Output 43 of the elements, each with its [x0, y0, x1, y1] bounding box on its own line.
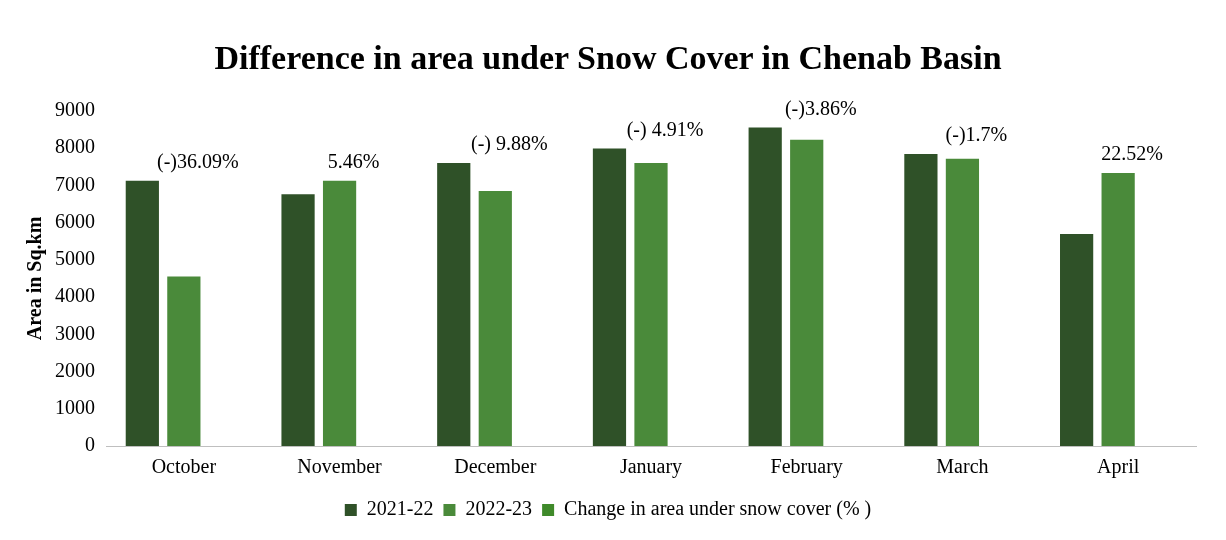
- y-tick-label: 5000: [55, 247, 95, 270]
- y-tick-label: 3000: [55, 321, 95, 344]
- y-tick-label: 7000: [55, 172, 95, 195]
- bar: [790, 139, 824, 446]
- x-tick-label: October: [151, 455, 217, 478]
- bar: [945, 158, 980, 446]
- y-tick-label: 6000: [55, 209, 95, 232]
- y-tick-label: 8000: [55, 135, 95, 158]
- bar: [478, 190, 512, 446]
- bar: [904, 154, 938, 446]
- bar: [748, 127, 782, 446]
- annotation: (-)1.7%: [945, 123, 1008, 147]
- y-tick-label: 9000: [55, 98, 95, 121]
- legend-label: Change in area under snow cover (% ): [564, 497, 872, 521]
- bar: [167, 276, 201, 446]
- y-tick-label: 4000: [55, 284, 95, 307]
- x-tick-label: April: [1097, 455, 1140, 479]
- annotation: (-)36.09%: [157, 150, 239, 174]
- legend-label: 2021-22: [366, 497, 434, 520]
- annotation: 5.46%: [327, 150, 380, 173]
- x-tick-label: November: [297, 455, 383, 478]
- x-tick-label: December: [454, 455, 537, 478]
- bar: [281, 194, 315, 446]
- bar: [1101, 173, 1135, 446]
- annotation: (-)3.86%: [784, 96, 857, 120]
- annotation: (-) 9.88%: [470, 132, 548, 156]
- x-tick-label: January: [619, 455, 683, 479]
- bar: [592, 148, 627, 446]
- chart-title: Difference in area under Snow Cover in Chenab Basin: [214, 39, 1002, 77]
- y-axis-title: Area in Sq.km: [23, 216, 47, 341]
- y-tick-label: 0: [85, 433, 95, 456]
- legend-label: 2022-23: [465, 497, 533, 520]
- bar: [634, 162, 668, 446]
- bar: [125, 180, 159, 446]
- bar: [322, 180, 357, 446]
- annotation: (-) 4.91%: [626, 117, 704, 141]
- y-tick-label: 2000: [55, 358, 95, 381]
- bar: [437, 162, 471, 446]
- x-tick-label: February: [770, 455, 843, 479]
- x-tick-label: March: [936, 455, 989, 478]
- y-tick-label: 1000: [55, 396, 95, 419]
- annotation: 22.52%: [1101, 142, 1163, 165]
- bar: [1060, 234, 1094, 446]
